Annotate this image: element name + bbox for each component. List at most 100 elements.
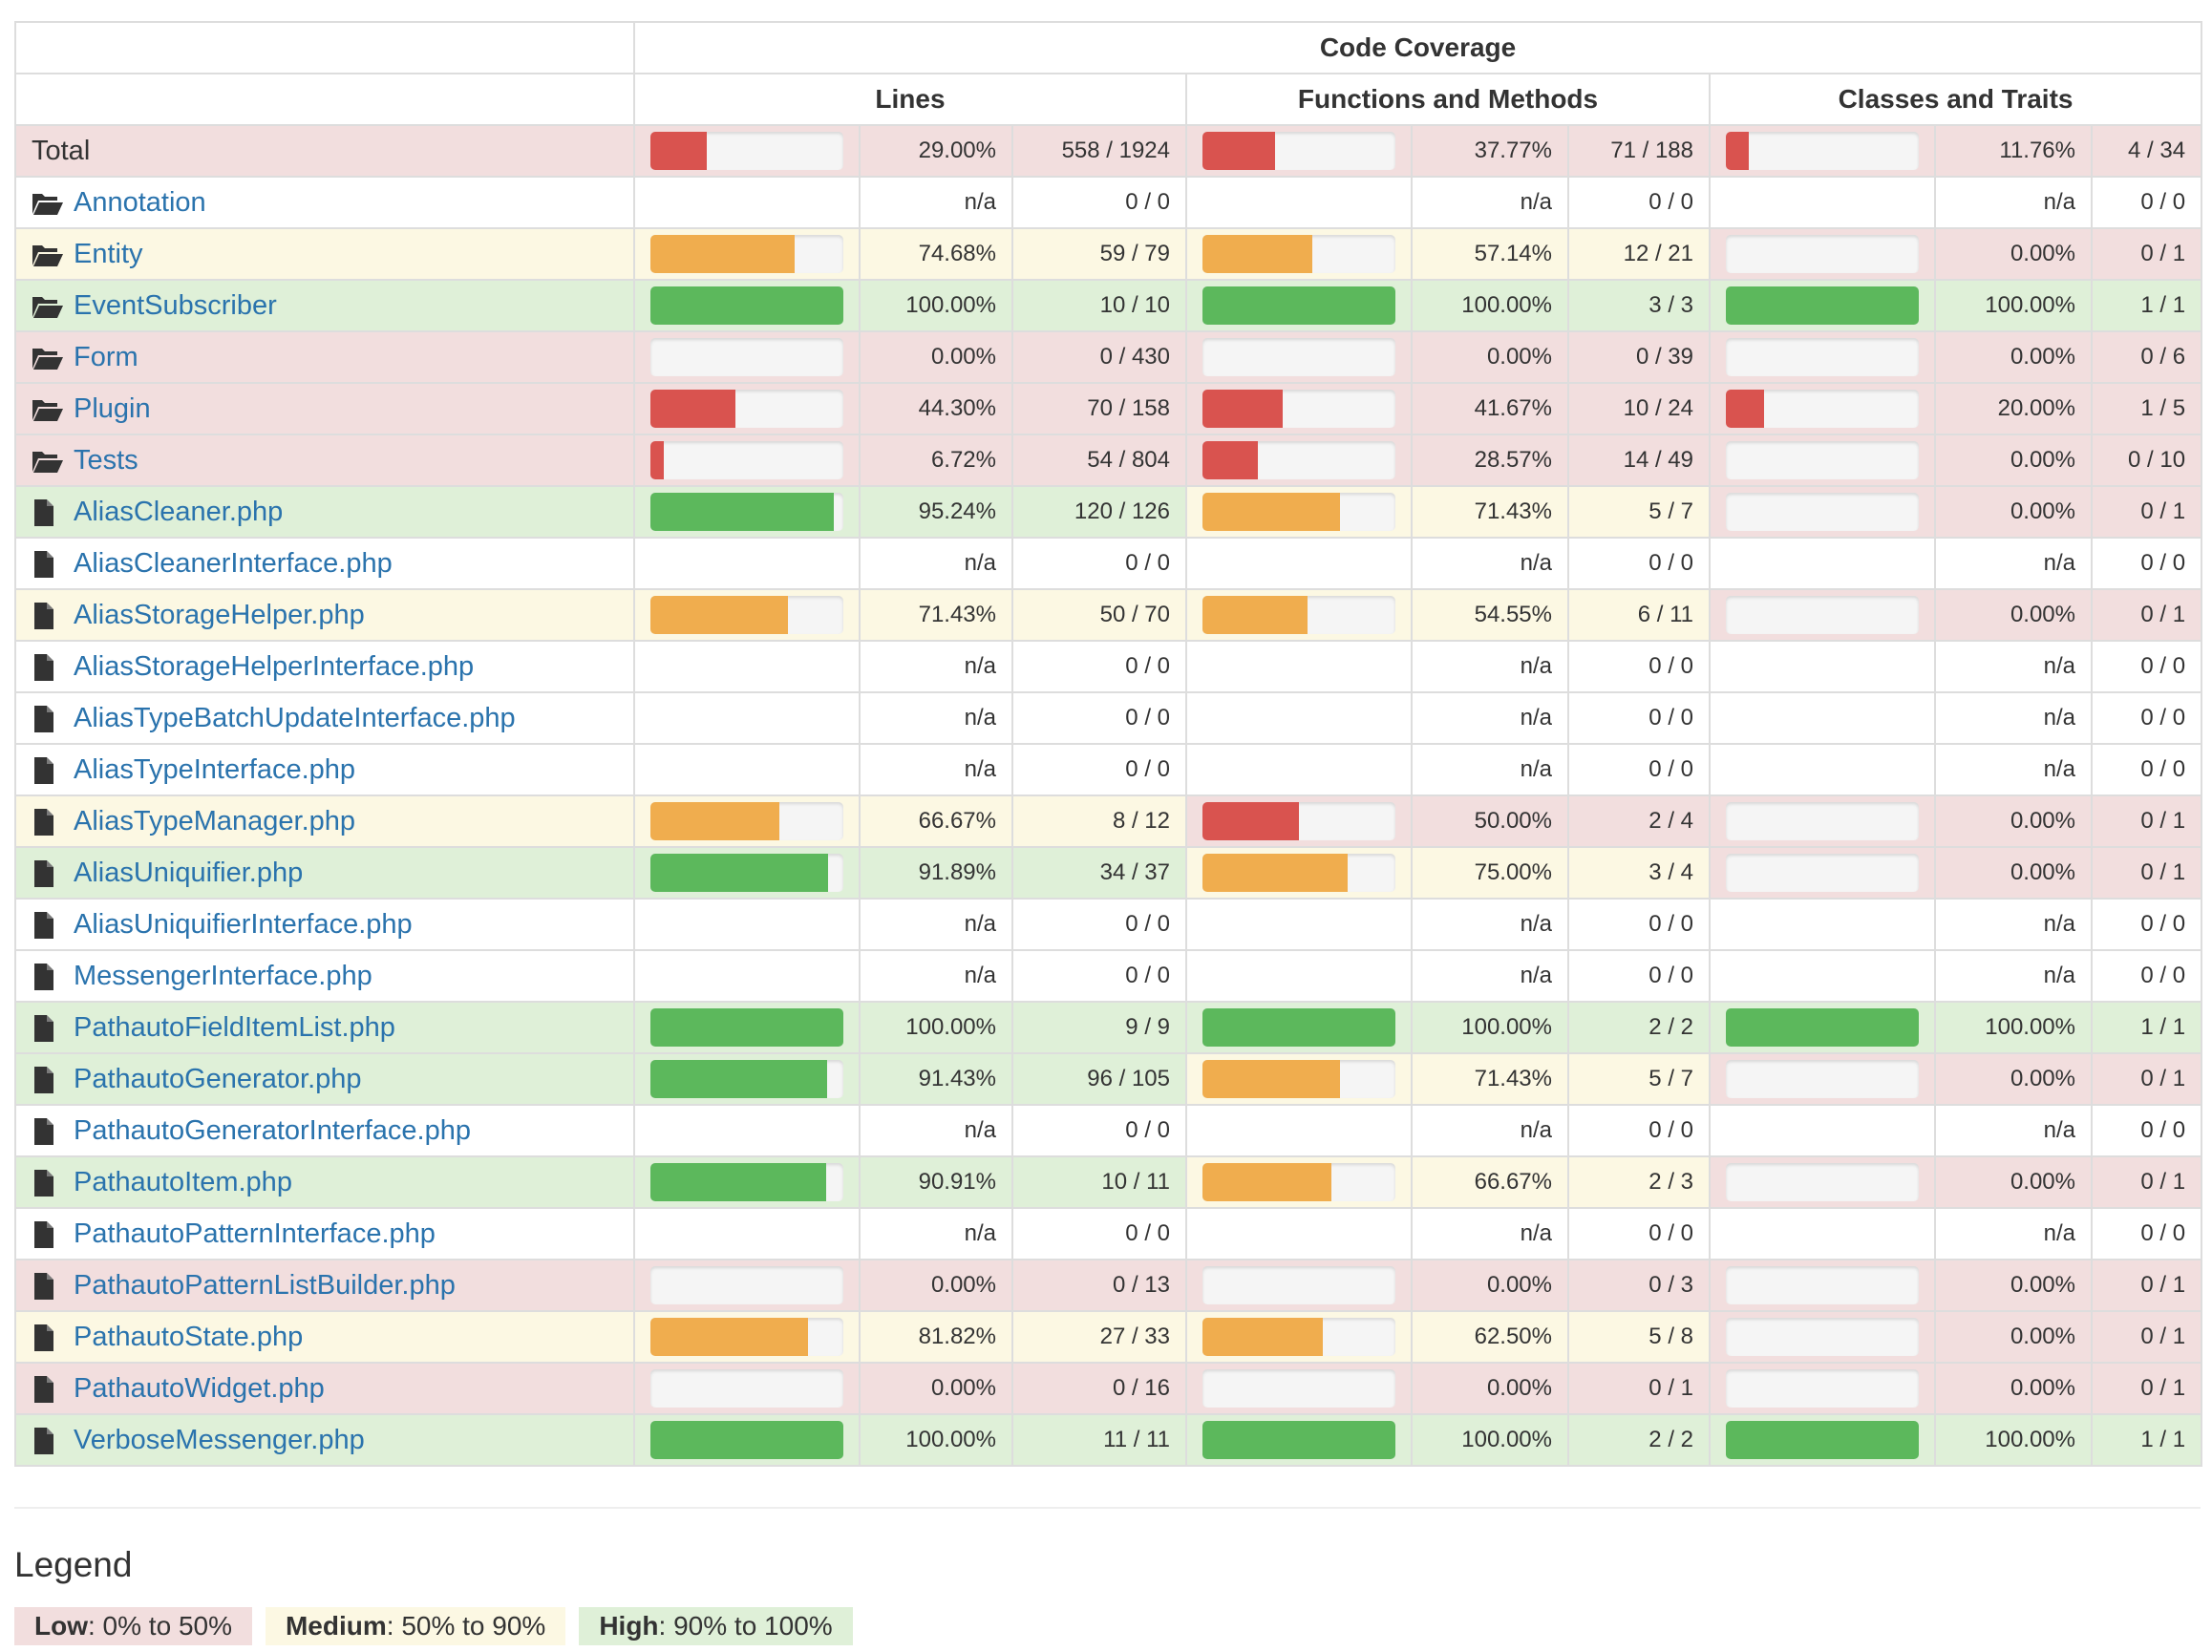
classes-progress-bar	[1726, 1008, 1919, 1047]
lines-percent: 95.24%	[859, 485, 1013, 539]
coverage-table: Code Coverage Lines Functions and Method…	[14, 21, 2203, 1467]
functions-bar-cell	[1185, 743, 1413, 796]
functions-count: 2 / 2	[1567, 1001, 1711, 1054]
classes-percent: 100.00%	[1934, 1001, 2093, 1054]
classes-bar-cell	[1709, 1362, 1936, 1415]
functions-bar-cell	[1185, 1362, 1413, 1415]
file-link[interactable]: AliasTypeBatchUpdateInterface.php	[74, 702, 516, 733]
functions-percent: 0.00%	[1411, 1362, 1569, 1415]
lines-bar-cell	[633, 1207, 861, 1260]
file-link[interactable]: PathautoPatternListBuilder.php	[74, 1269, 456, 1301]
file-link[interactable]: PathautoState.php	[74, 1321, 304, 1352]
lines-progress-fill	[650, 286, 843, 325]
name-cell: Entity	[14, 227, 635, 281]
file-link[interactable]: PathautoFieldItemList.php	[74, 1011, 395, 1043]
classes-count: 0 / 1	[2090, 1362, 2203, 1415]
classes-bar-cell	[1709, 124, 1936, 178]
lines-percent: 100.00%	[859, 1001, 1013, 1054]
name-cell: PathautoPatternInterface.php	[14, 1207, 635, 1260]
file-link[interactable]: AliasUniquifier.php	[74, 857, 304, 888]
folder-icon	[32, 191, 68, 216]
lines-bar-cell	[633, 382, 861, 435]
classes-count: 0 / 0	[2090, 1207, 2203, 1260]
file-link[interactable]: AliasCleaner.php	[74, 496, 284, 527]
lines-bar-cell	[633, 1259, 861, 1312]
classes-bar-cell	[1709, 846, 1936, 900]
classes-percent: n/a	[1934, 898, 2093, 951]
name-cell: PathautoState.php	[14, 1310, 635, 1364]
functions-progress-bar	[1202, 338, 1395, 376]
functions-progress-fill	[1202, 596, 1308, 634]
file-icon	[32, 1169, 68, 1197]
functions-bar-cell	[1185, 124, 1413, 178]
functions-progress-bar	[1202, 286, 1395, 325]
classes-progress-bar	[1726, 1060, 1919, 1098]
functions-count: 6 / 11	[1567, 588, 1711, 642]
functions-bar-cell	[1185, 279, 1413, 332]
classes-percent: 20.00%	[1934, 382, 2093, 435]
table-row: Form 0.00% 0 / 430 0.00% 0 / 39 0.00% 0 / 6	[14, 330, 2203, 384]
lines-bar-cell	[633, 1104, 861, 1157]
coverage-rows: Total 29.00% 558 / 1924 37.77% 71 / 188 11.76…	[14, 124, 2203, 1467]
lines-progress-bar	[650, 286, 843, 325]
table-row: AliasTypeManager.php 66.67% 8 / 12 50.00% 2 …	[14, 794, 2203, 848]
classes-progress-bar	[1726, 802, 1919, 840]
file-link[interactable]: PathautoPatternInterface.php	[74, 1218, 436, 1249]
classes-count: 0 / 1	[2090, 588, 2203, 642]
classes-bar-cell	[1709, 537, 1936, 590]
lines-bar-cell	[633, 846, 861, 900]
lines-count: 8 / 12	[1011, 794, 1187, 848]
file-link[interactable]: PathautoGenerator.php	[74, 1063, 362, 1094]
classes-count: 0 / 1	[2090, 227, 2203, 281]
file-link[interactable]: MessengerInterface.php	[74, 960, 372, 991]
classes-bar-cell	[1709, 434, 1936, 487]
classes-percent: 0.00%	[1934, 1155, 2093, 1209]
file-link[interactable]: AliasCleanerInterface.php	[74, 547, 393, 579]
classes-progress-bar	[1726, 1369, 1919, 1408]
lines-percent: n/a	[859, 176, 1013, 229]
folder-link[interactable]: Form	[74, 341, 138, 372]
table-row: AliasTypeInterface.php n/a 0 / 0 n/a 0 / 0 n/…	[14, 743, 2203, 796]
legend-low: Low: 0% to 50%	[14, 1607, 252, 1645]
classes-progress-bar	[1726, 854, 1919, 892]
file-link[interactable]: AliasUniquifierInterface.php	[74, 908, 413, 940]
folder-link[interactable]: Annotation	[74, 186, 206, 218]
file-icon	[32, 1324, 68, 1352]
classes-count: 1 / 1	[2090, 279, 2203, 332]
functions-percent: n/a	[1411, 1207, 1569, 1260]
classes-percent: n/a	[1934, 949, 2093, 1003]
file-link[interactable]: PathautoWidget.php	[74, 1372, 325, 1404]
classes-percent: 0.00%	[1934, 588, 2093, 642]
classes-count: 4 / 34	[2090, 124, 2203, 178]
name-cell: PathautoPatternListBuilder.php	[14, 1259, 635, 1312]
classes-count: 0 / 0	[2090, 743, 2203, 796]
table-row: Tests 6.72% 54 / 804 28.57% 14 / 49 0.00% 0 / …	[14, 434, 2203, 487]
classes-count: 0 / 1	[2090, 846, 2203, 900]
folder-link[interactable]: Tests	[74, 444, 138, 476]
file-icon	[32, 808, 68, 837]
lines-count: 59 / 79	[1011, 227, 1187, 281]
folder-link[interactable]: Entity	[74, 238, 143, 269]
file-link[interactable]: AliasTypeManager.php	[74, 805, 356, 837]
classes-count: 0 / 0	[2090, 949, 2203, 1003]
lines-bar-cell	[633, 434, 861, 487]
functions-count: 3 / 3	[1567, 279, 1711, 332]
file-link[interactable]: AliasTypeInterface.php	[74, 753, 356, 785]
functions-progress-fill	[1202, 441, 1258, 479]
file-link[interactable]: PathautoItem.php	[74, 1166, 292, 1197]
lines-percent: 91.89%	[859, 846, 1013, 900]
classes-percent: n/a	[1934, 743, 2093, 796]
file-link[interactable]: PathautoGeneratorInterface.php	[74, 1114, 471, 1146]
classes-count: 0 / 0	[2090, 176, 2203, 229]
file-link[interactable]: VerboseMessenger.php	[74, 1424, 365, 1455]
file-link[interactable]: AliasStorageHelper.php	[74, 599, 365, 630]
file-link[interactable]: AliasStorageHelperInterface.php	[74, 650, 475, 682]
name-cell: PathautoGenerator.php	[14, 1052, 635, 1106]
folder-link[interactable]: Plugin	[74, 392, 151, 424]
total-label: Total	[32, 135, 91, 166]
folder-link[interactable]: EventSubscriber	[74, 289, 277, 321]
functions-progress-bar	[1202, 441, 1395, 479]
file-icon	[32, 1066, 68, 1094]
name-cell: MessengerInterface.php	[14, 949, 635, 1003]
